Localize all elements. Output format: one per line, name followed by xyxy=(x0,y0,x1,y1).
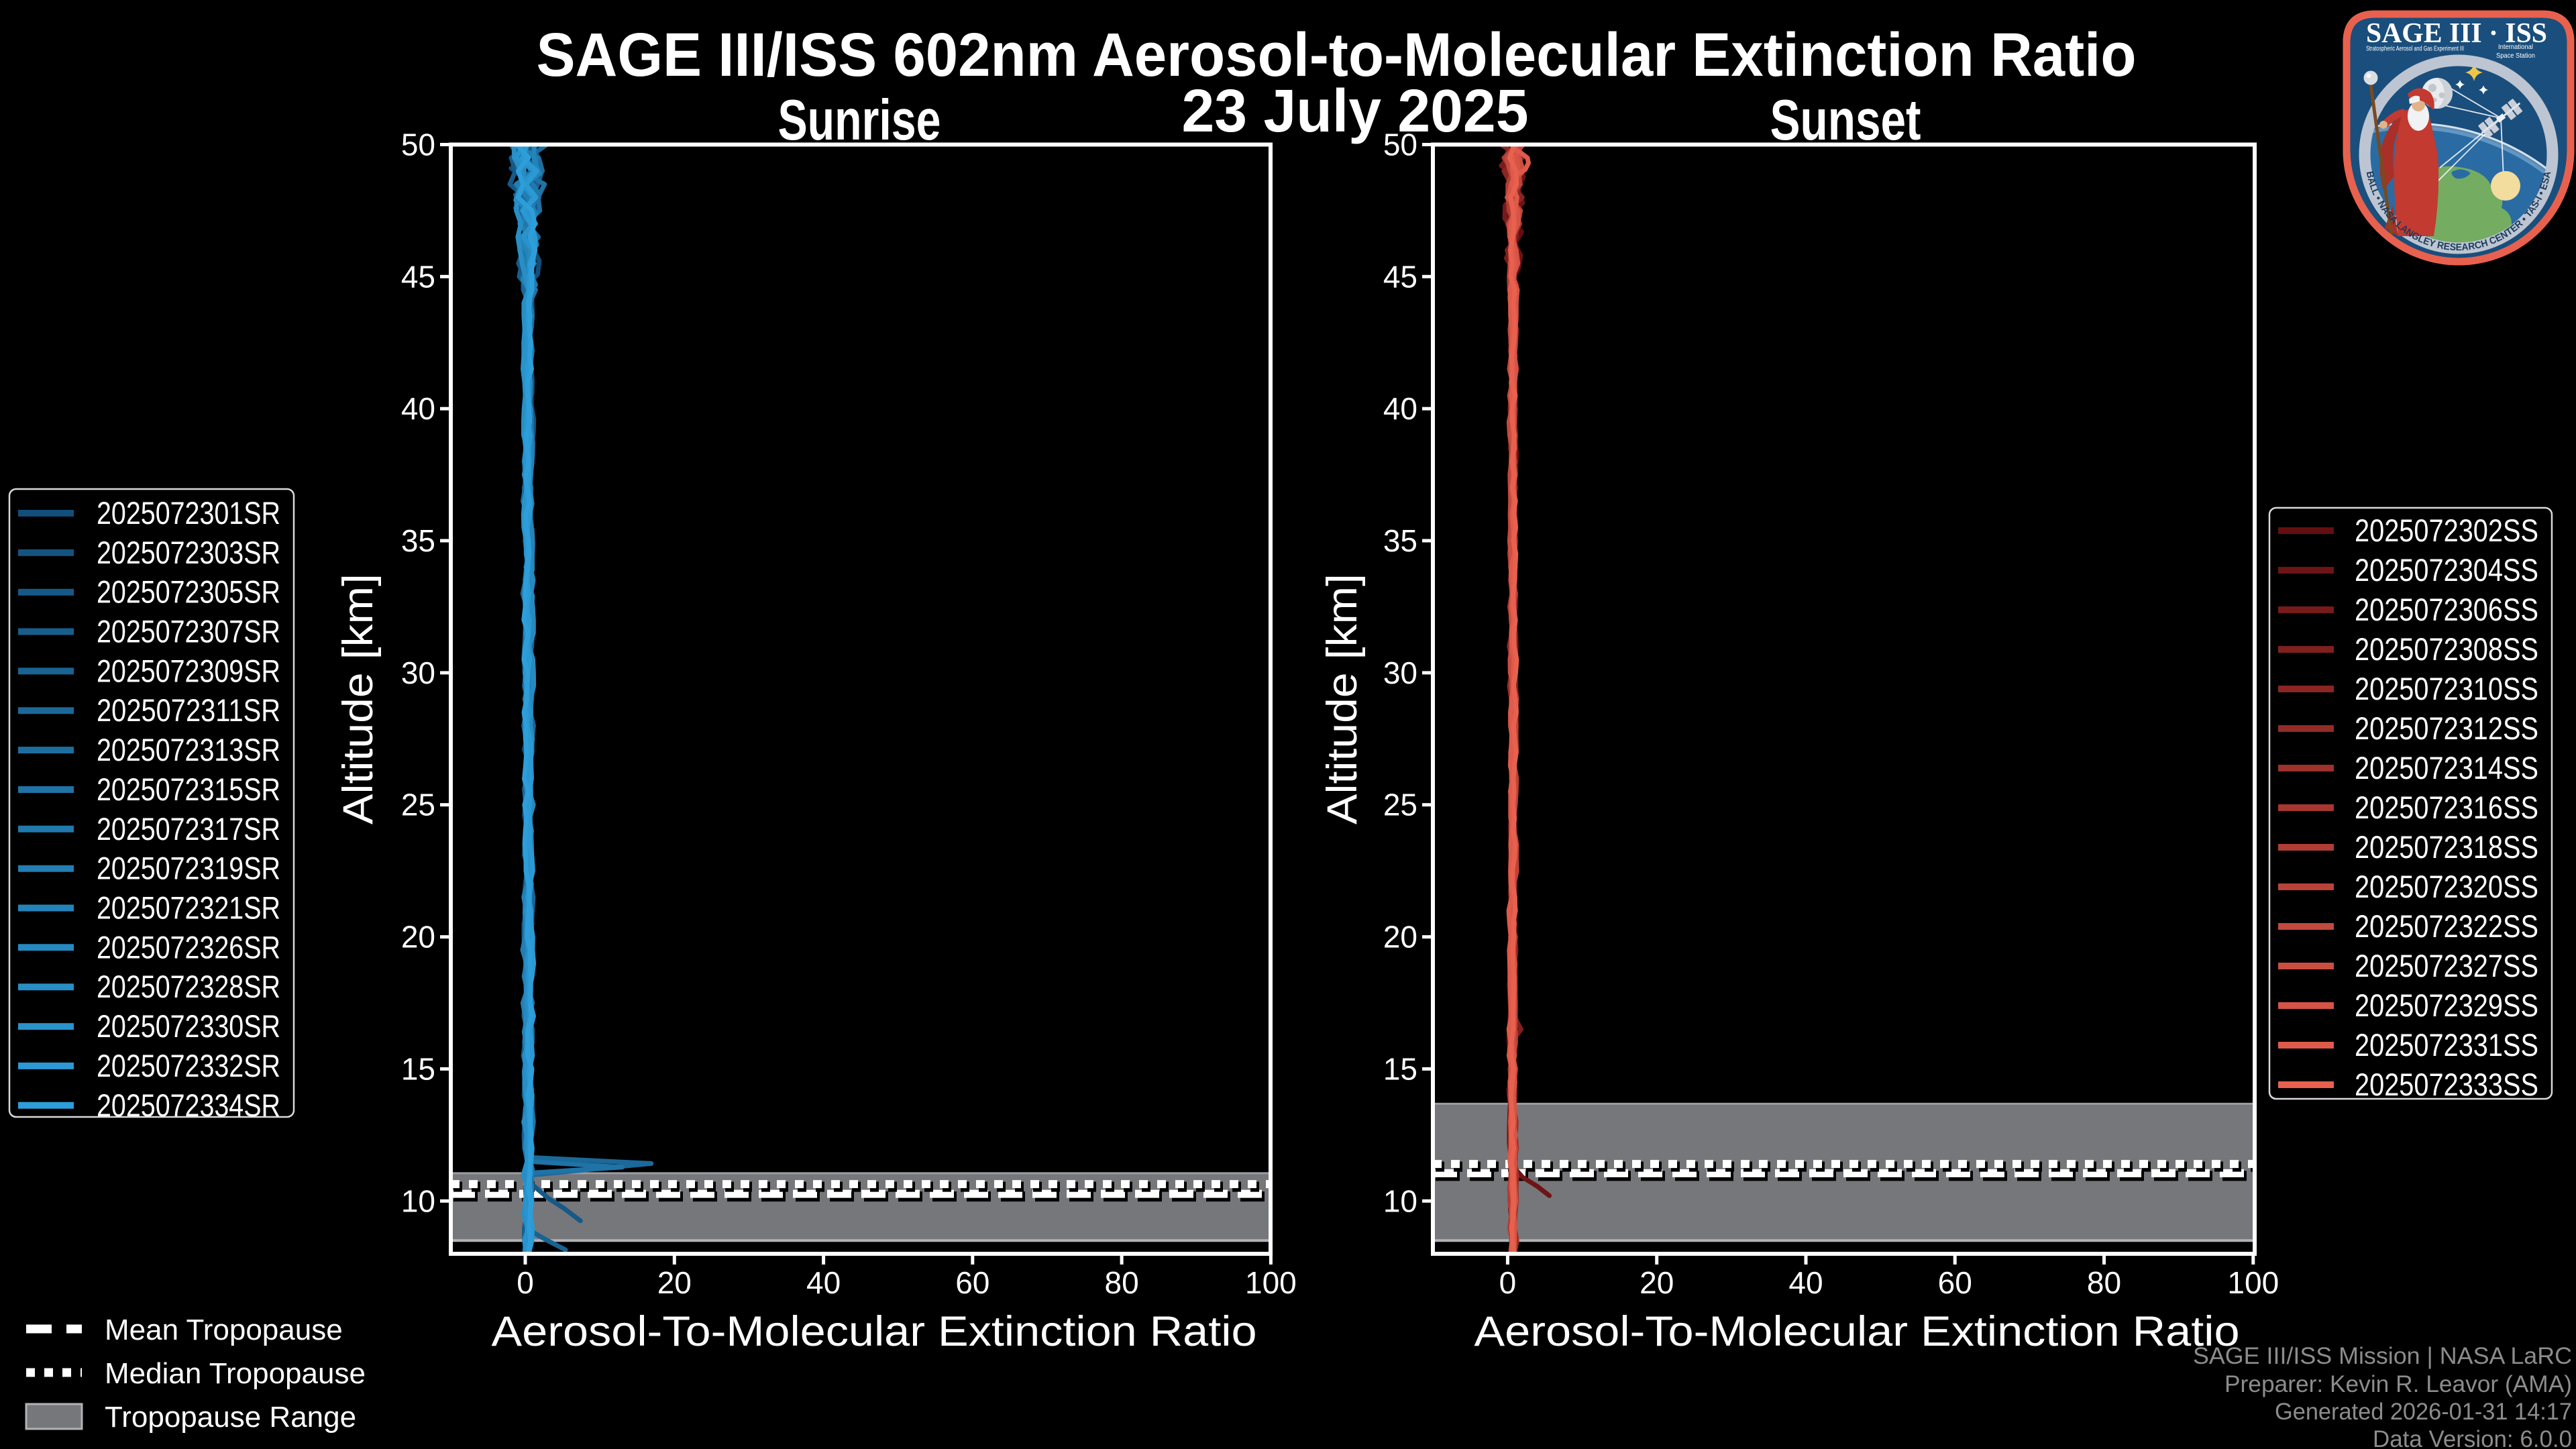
svg-text:Preparer: Kevin R. Leavor (AMA: Preparer: Kevin R. Leavor (AMA) xyxy=(2224,1371,2572,1397)
svg-text:60: 60 xyxy=(1938,1265,1972,1300)
svg-text:SAGE III/ISS 602nm Aerosol-to-: SAGE III/ISS 602nm Aerosol-to-Molecular … xyxy=(537,21,2137,89)
svg-text:2025072313SR: 2025072313SR xyxy=(97,732,280,767)
svg-text:60: 60 xyxy=(955,1265,989,1300)
svg-text:Stratospheric Aerosol and Gas: Stratospheric Aerosol and Gas Experiment… xyxy=(2366,45,2464,53)
svg-text:Median Tropopause: Median Tropopause xyxy=(105,1357,366,1390)
svg-text:2025072329SS: 2025072329SS xyxy=(2355,987,2538,1023)
svg-text:Aerosol-To-Molecular Extinctio: Aerosol-To-Molecular Extinction Ratio xyxy=(1474,1308,2240,1355)
svg-text:45: 45 xyxy=(1383,259,1417,294)
svg-text:SAGE III/ISS Mission | NASA La: SAGE III/ISS Mission | NASA LaRC xyxy=(2193,1343,2572,1369)
svg-text:25: 25 xyxy=(401,788,435,822)
svg-text:2025072312SS: 2025072312SS xyxy=(2355,710,2538,746)
svg-text:15: 15 xyxy=(1383,1051,1417,1086)
svg-text:10: 10 xyxy=(401,1183,435,1218)
svg-text:2025072316SS: 2025072316SS xyxy=(2355,790,2538,825)
svg-text:40: 40 xyxy=(1788,1265,1823,1300)
svg-text:Sunrise: Sunrise xyxy=(778,89,941,152)
svg-text:2025072319SR: 2025072319SR xyxy=(97,851,280,886)
svg-text:2025072311SR: 2025072311SR xyxy=(97,692,280,728)
svg-text:2025072330SR: 2025072330SR xyxy=(97,1008,280,1044)
svg-text:80: 80 xyxy=(1105,1265,1139,1300)
svg-text:2025072307SR: 2025072307SR xyxy=(97,614,280,649)
svg-text:2025072303SR: 2025072303SR xyxy=(97,535,280,570)
svg-text:30: 30 xyxy=(401,655,435,690)
svg-text:2025072308SS: 2025072308SS xyxy=(2355,631,2538,667)
svg-text:Altitude [km]: Altitude [km] xyxy=(1319,574,1366,824)
svg-text:80: 80 xyxy=(2087,1265,2121,1300)
svg-text:2025072304SS: 2025072304SS xyxy=(2355,552,2538,588)
svg-text:Altitude [km]: Altitude [km] xyxy=(335,574,382,824)
svg-text:2025072332SR: 2025072332SR xyxy=(97,1048,280,1083)
svg-text:40: 40 xyxy=(1383,391,1417,426)
svg-text:2025072315SR: 2025072315SR xyxy=(97,771,280,807)
svg-text:Mean Tropopause: Mean Tropopause xyxy=(105,1313,343,1346)
svg-text:2025072331SS: 2025072331SS xyxy=(2355,1027,2538,1063)
svg-text:2025072320SS: 2025072320SS xyxy=(2355,869,2538,904)
svg-text:30: 30 xyxy=(1383,655,1417,690)
svg-text:2025072321SR: 2025072321SR xyxy=(97,890,280,926)
svg-text:0: 0 xyxy=(1499,1265,1517,1300)
svg-text:0: 0 xyxy=(517,1265,534,1300)
svg-text:2025072326SR: 2025072326SR xyxy=(97,929,280,965)
svg-text:15: 15 xyxy=(401,1051,435,1086)
svg-text:Aerosol-To-Molecular Extinctio: Aerosol-To-Molecular Extinction Ratio xyxy=(492,1308,1257,1355)
svg-text:2025072306SS: 2025072306SS xyxy=(2355,592,2538,627)
svg-text:Sunset: Sunset xyxy=(1770,89,1921,152)
svg-text:2025072333SS: 2025072333SS xyxy=(2355,1067,2538,1102)
svg-text:2025072309SR: 2025072309SR xyxy=(97,653,280,688)
svg-text:Data Version: 6.0.0: Data Version: 6.0.0 xyxy=(2373,1426,2572,1449)
svg-text:2025072327SS: 2025072327SS xyxy=(2355,948,2538,983)
svg-text:25: 25 xyxy=(1383,788,1417,822)
svg-text:20: 20 xyxy=(657,1265,692,1300)
svg-text:45: 45 xyxy=(401,259,435,294)
svg-text:20: 20 xyxy=(401,920,435,955)
svg-text:50: 50 xyxy=(1383,127,1417,162)
svg-text:2025072328SR: 2025072328SR xyxy=(97,969,280,1004)
svg-text:35: 35 xyxy=(401,523,435,558)
svg-text:40: 40 xyxy=(806,1265,841,1300)
svg-text:100: 100 xyxy=(2227,1265,2279,1300)
svg-text:Generated 2026-01-31 14:17: Generated 2026-01-31 14:17 xyxy=(2275,1399,2572,1425)
svg-text:10: 10 xyxy=(1383,1183,1417,1218)
svg-text:SAGE III · ISS: SAGE III · ISS xyxy=(2366,18,2547,49)
svg-text:50: 50 xyxy=(401,127,435,162)
svg-text:20: 20 xyxy=(1383,920,1417,955)
svg-text:2025072301SR: 2025072301SR xyxy=(97,495,280,531)
svg-text:23 July 2025: 23 July 2025 xyxy=(1182,78,1529,145)
svg-text:20: 20 xyxy=(1640,1265,1674,1300)
svg-text:Tropopause Range: Tropopause Range xyxy=(105,1401,356,1434)
svg-text:International: International xyxy=(2498,43,2533,51)
svg-text:35: 35 xyxy=(1383,523,1417,558)
svg-text:2025072310SS: 2025072310SS xyxy=(2355,671,2538,706)
svg-text:2025072322SS: 2025072322SS xyxy=(2355,908,2538,944)
svg-text:2025072305SR: 2025072305SR xyxy=(97,574,280,610)
svg-text:2025072318SS: 2025072318SS xyxy=(2355,829,2538,865)
svg-text:40: 40 xyxy=(401,391,435,426)
svg-text:2025072334SR: 2025072334SR xyxy=(97,1087,280,1123)
svg-text:Space Station: Space Station xyxy=(2496,52,2535,60)
svg-text:100: 100 xyxy=(1245,1265,1297,1300)
svg-text:2025072302SS: 2025072302SS xyxy=(2355,513,2538,548)
svg-text:2025072317SR: 2025072317SR xyxy=(97,811,280,847)
svg-text:2025072314SS: 2025072314SS xyxy=(2355,750,2538,786)
